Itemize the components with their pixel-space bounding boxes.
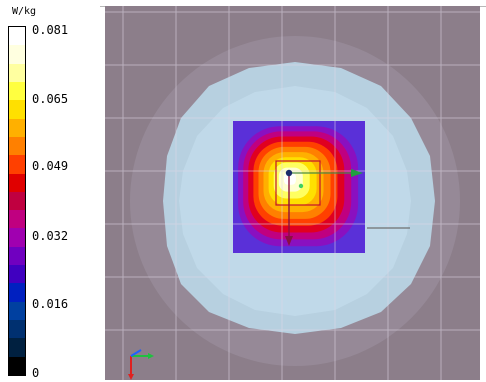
colorbar-segment	[9, 173, 25, 193]
colorbar-segment	[9, 45, 25, 65]
colorbar-segment	[9, 301, 25, 321]
colorbar-segment	[9, 191, 25, 211]
colorbar-segment	[9, 155, 25, 175]
probe-marker	[298, 183, 304, 189]
colorbar-segment	[9, 63, 25, 83]
viewport-canvas	[105, 6, 480, 380]
colorbar-segment	[9, 228, 25, 248]
colorbar-segment	[9, 283, 25, 303]
tick-label-5: 0.016	[32, 297, 69, 311]
colorbar-segment	[9, 27, 25, 46]
axes-gizmo-icon	[128, 349, 154, 380]
color-legend: W/kg 0.081 0.065 0.049 0.032 0.016 0	[0, 0, 104, 382]
colorbar-segment	[9, 118, 25, 138]
probe-arrow-y	[285, 236, 293, 246]
colorbar-segment	[9, 246, 25, 266]
grid-lines	[105, 6, 480, 380]
colorbar-segment	[9, 320, 25, 340]
tick-label-4: 0.032	[32, 229, 69, 243]
tick-label-3: 0.049	[32, 159, 69, 173]
colorbar-segment	[9, 136, 25, 156]
colorbar	[8, 26, 26, 376]
tick-label-max: 0.081	[32, 23, 69, 37]
probe-box	[275, 160, 321, 206]
legend-unit: W/kg	[12, 6, 37, 17]
colorbar-segment	[9, 210, 25, 230]
tick-label-2: 0.065	[32, 92, 69, 106]
colorbar-segment	[9, 356, 25, 375]
colorbar-segment	[9, 338, 25, 358]
tick-label-min: 0	[32, 366, 40, 380]
3d-viewport[interactable]	[105, 6, 480, 380]
colorbar-segment	[9, 265, 25, 285]
probe-arrow-x	[351, 169, 363, 177]
hot-spot-band	[283, 172, 296, 185]
probe-origin	[285, 169, 293, 177]
hot-spot	[233, 121, 365, 253]
colorbar-segment	[9, 81, 25, 101]
colorbar-segment	[9, 100, 25, 120]
